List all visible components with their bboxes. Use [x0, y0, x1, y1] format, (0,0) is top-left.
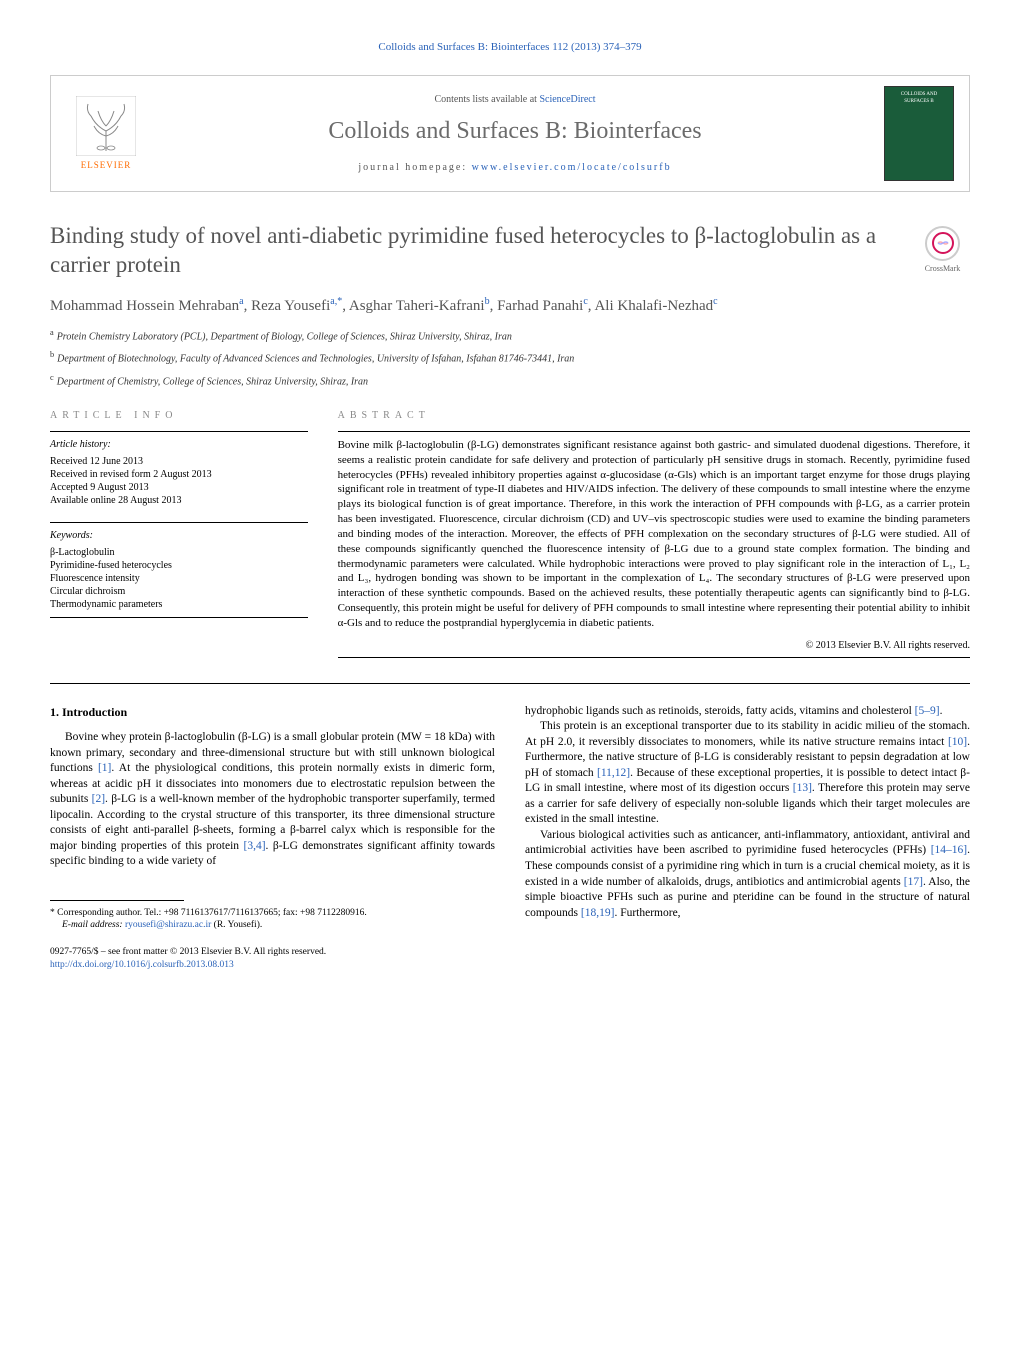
history-line: Available online 28 August 2013 [50, 494, 308, 507]
elsevier-logo: ELSEVIER [66, 89, 146, 179]
ref-link-3-4[interactable]: [3,4] [243, 840, 265, 852]
email-link[interactable]: ryousefi@shirazu.ac.ir [125, 920, 211, 930]
article-info-heading: ARTICLE INFO [50, 409, 308, 423]
authors-list: Mohammad Hossein Mehrabana, Reza Yousefi… [50, 295, 970, 317]
footnote-separator [50, 900, 184, 901]
history-line: Received 12 June 2013 [50, 455, 308, 468]
homepage-label: journal homepage: [358, 162, 471, 173]
abstract-heading: ABSTRACT [338, 409, 970, 423]
ref-link-2[interactable]: [2] [92, 793, 105, 805]
ref-link-13[interactable]: [13] [793, 782, 812, 794]
affiliation: bDepartment of Biotechnology, Faculty of… [50, 349, 970, 366]
journal-name: Colloids and Surfaces B: Biointerfaces [161, 115, 869, 149]
keyword-line: Fluorescence intensity [50, 572, 308, 585]
journal-cover-thumbnail: COLLOIDS AND SURFACES B [884, 86, 954, 181]
keyword-line: β-Lactoglobulin [50, 546, 308, 559]
abstract-column: ABSTRACT Bovine milk β-lactoglobulin (β-… [338, 409, 970, 658]
keywords-title: Keywords: [50, 529, 308, 543]
contents-text: Contents lists available at [434, 94, 539, 105]
contents-available: Contents lists available at ScienceDirec… [161, 93, 869, 107]
email-suffix: (R. Yousefi). [211, 920, 262, 930]
col2-paragraph-3: Various biological activities such as an… [525, 828, 970, 921]
body-column-right: hydrophobic ligands such as retinoids, s… [525, 704, 970, 972]
article-history-block: Article history: Received 12 June 2013Re… [50, 431, 308, 507]
article-info-column: ARTICLE INFO Article history: Received 1… [50, 409, 308, 658]
article-title: Binding study of novel anti-diabetic pyr… [50, 222, 895, 280]
sciencedirect-link[interactable]: ScienceDirect [539, 94, 595, 105]
affiliation: cDepartment of Chemistry, College of Sci… [50, 372, 970, 389]
ref-link-17[interactable]: [17] [904, 876, 923, 888]
col2-paragraph-2: This protein is an exceptional transport… [525, 719, 970, 828]
intro-paragraph-1: Bovine whey protein β-lactoglobulin (β-L… [50, 730, 495, 870]
issn-line: 0927-7765/$ – see front matter © 2013 El… [50, 946, 495, 959]
doi-link[interactable]: http://dx.doi.org/10.1016/j.colsurfb.201… [50, 960, 234, 970]
ref-link-10[interactable]: [10] [948, 736, 967, 748]
keyword-line: Circular dichroism [50, 585, 308, 598]
history-line: Received in revised form 2 August 2013 [50, 468, 308, 481]
history-line: Accepted 9 August 2013 [50, 481, 308, 494]
footer-meta: 0927-7765/$ – see front matter © 2013 El… [50, 946, 495, 972]
crossmark-badge[interactable]: CrossMark [915, 222, 970, 277]
ref-link-18-19[interactable]: [18,19] [581, 907, 615, 919]
masthead: ELSEVIER Contents lists available at Sci… [50, 75, 970, 192]
col2-paragraph-1: hydrophobic ligands such as retinoids, s… [525, 704, 970, 720]
ref-link-11-12[interactable]: [11,12] [597, 767, 630, 779]
elsevier-tree-icon [76, 96, 136, 156]
section-divider [50, 683, 970, 684]
body-column-left: 1. Introduction Bovine whey protein β-la… [50, 704, 495, 972]
crossmark-label: CrossMark [925, 263, 961, 274]
corresponding-author-footnote: * Corresponding author. Tel.: +98 711613… [50, 907, 495, 919]
email-label: E-mail address: [62, 920, 125, 930]
masthead-center: Contents lists available at ScienceDirec… [161, 93, 869, 175]
ref-link-1[interactable]: [1] [98, 762, 111, 774]
affiliation: aProtein Chemistry Laboratory (PCL), Dep… [50, 327, 970, 344]
keyword-line: Thermodynamic parameters [50, 598, 308, 611]
ref-link-5-9[interactable]: [5–9] [915, 705, 940, 717]
body-columns: 1. Introduction Bovine whey protein β-la… [50, 704, 970, 972]
email-footnote: E-mail address: ryousefi@shirazu.ac.ir (… [50, 919, 495, 931]
citation-header: Colloids and Surfaces B: Biointerfaces 1… [50, 40, 970, 55]
homepage-link[interactable]: www.elsevier.com/locate/colsurfb [472, 162, 672, 173]
journal-homepage: journal homepage: www.elsevier.com/locat… [161, 161, 869, 175]
keyword-line: Pyrimidine-fused heterocycles [50, 559, 308, 572]
intro-heading: 1. Introduction [50, 704, 495, 720]
crossmark-icon [925, 226, 960, 261]
abstract-copyright: © 2013 Elsevier B.V. All rights reserved… [338, 639, 970, 653]
elsevier-label: ELSEVIER [81, 159, 132, 172]
abstract-text: Bovine milk β-lactoglobulin (β-LG) demon… [338, 431, 970, 631]
keywords-block: Keywords: β-LactoglobulinPyrimidine-fuse… [50, 522, 308, 618]
history-title: Article history: [50, 438, 308, 452]
ref-link-14-16[interactable]: [14–16] [931, 844, 967, 856]
cover-text: COLLOIDS AND SURFACES B [889, 91, 949, 105]
